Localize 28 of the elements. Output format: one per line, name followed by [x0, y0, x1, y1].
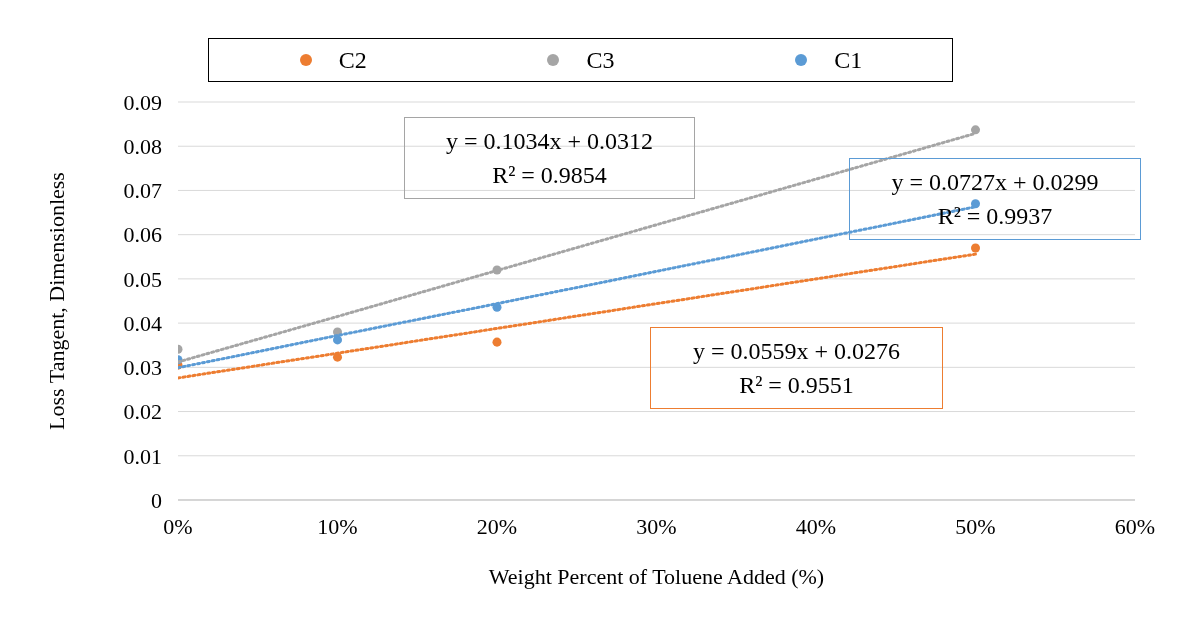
y-tick-label: 0.09	[123, 89, 162, 115]
annotation: y = 0.1034x + 0.0312 R² = 0.9854	[444, 127, 655, 190]
x-tick-label: 60%	[1114, 513, 1156, 539]
y-tick-label: 0.08	[123, 134, 162, 160]
y-tick-label: 0.01	[123, 443, 162, 469]
y-tick-label: 0.05	[123, 266, 162, 292]
point	[492, 337, 502, 347]
point	[970, 243, 981, 253]
x-tick-label: 0%	[163, 513, 193, 539]
annotation: y = 0.0559x + 0.0276 R² = 0.9551	[691, 337, 902, 400]
point	[970, 125, 981, 135]
legend-label: C3	[586, 46, 615, 74]
x-axis-title: Weight Percent of Toluene Added (%)	[488, 564, 825, 589]
x-tick-label: 10%	[317, 513, 358, 539]
y-tick-label: 0.04	[123, 310, 162, 336]
y-tick-label: 0.06	[123, 222, 162, 248]
legend-label: C2	[338, 46, 367, 74]
y-axis-title: Loss Tangent, Dimensionless	[43, 172, 69, 430]
y-tick-label: 0.03	[123, 355, 162, 381]
x-tick-label: 50%	[955, 513, 996, 539]
x-tick-label: 30%	[636, 513, 677, 539]
x-tick-label: 40%	[795, 513, 837, 539]
point	[970, 199, 981, 209]
legend-label: C1	[834, 46, 863, 74]
x-tick-label: 20%	[476, 513, 518, 539]
y-tick-label: 0.07	[123, 178, 162, 204]
y-tick-label: 0.02	[123, 399, 162, 425]
y-tick-label: 0	[151, 487, 162, 513]
